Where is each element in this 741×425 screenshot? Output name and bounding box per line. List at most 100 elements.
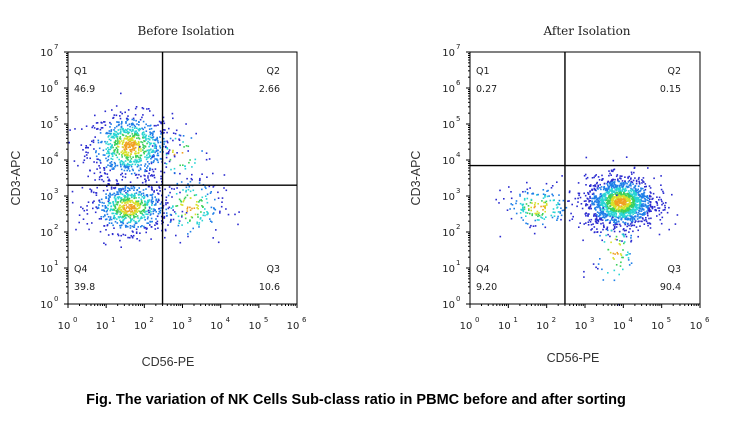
event-dot-after	[499, 189, 501, 192]
event-dot-before	[110, 157, 112, 160]
event-dot-before	[204, 195, 207, 197]
event-dot-after	[626, 208, 629, 211]
event-dot-after	[603, 198, 605, 201]
event-dot-before	[126, 193, 128, 195]
event-dot-before	[121, 150, 124, 152]
event-dot-before	[148, 128, 151, 130]
event-dot-after	[610, 241, 612, 244]
event-dot-before	[148, 156, 150, 158]
event-dot-after	[618, 192, 621, 194]
event-dot-after	[511, 204, 514, 206]
quadrant-value-q4-after: 9.20	[476, 282, 497, 293]
event-dot-after	[630, 171, 633, 174]
event-dot-before	[136, 142, 139, 145]
event-dot-before	[135, 150, 137, 153]
event-dot-after	[611, 195, 613, 198]
event-dot-after	[613, 202, 616, 204]
event-dot-before	[196, 222, 198, 225]
event-dot-after	[545, 200, 548, 203]
event-dot-before	[133, 224, 136, 226]
event-dot-after	[536, 194, 538, 196]
event-dot-after	[648, 217, 650, 220]
event-dot-after	[591, 197, 593, 200]
event-dot-before	[146, 167, 148, 169]
event-dot-before	[123, 198, 125, 200]
event-dot-before	[140, 175, 142, 178]
event-dot-after	[610, 218, 613, 221]
event-dot-before	[159, 151, 162, 153]
event-dot-after	[637, 188, 639, 191]
event-dot-after	[631, 211, 633, 214]
event-dot-before	[153, 147, 156, 149]
x-tick-label-after: 10	[460, 321, 473, 332]
event-dot-before	[83, 155, 86, 158]
event-dot-after	[647, 207, 649, 209]
event-dot-before	[150, 186, 153, 188]
event-dot-before	[132, 202, 135, 204]
event-dot-before	[148, 179, 150, 181]
event-dot-after	[498, 202, 500, 204]
event-dot-before	[146, 156, 148, 159]
event-dot-after	[625, 229, 627, 232]
event-dot-after	[552, 194, 554, 197]
event-dot-before	[144, 126, 146, 129]
event-dot-before	[126, 222, 129, 225]
event-dot-after	[609, 184, 611, 187]
event-dot-after	[624, 199, 626, 201]
event-dot-after	[628, 184, 631, 186]
y-axis-label-before: CD3-APC	[9, 151, 23, 206]
event-dot-before	[179, 172, 181, 175]
event-dot-after	[541, 217, 544, 219]
event-dot-after	[579, 196, 582, 199]
event-dot-before	[119, 213, 122, 216]
event-dot-after	[623, 200, 626, 202]
event-dot-before	[197, 213, 199, 216]
event-dot-after	[599, 187, 601, 189]
event-dot-after	[601, 179, 603, 181]
event-dot-after	[602, 228, 604, 231]
event-dot-before	[157, 198, 160, 201]
event-dot-before	[121, 154, 123, 156]
event-dot-before	[114, 133, 117, 136]
event-dot-after	[588, 219, 591, 221]
event-dot-before	[129, 181, 132, 183]
event-dot-before	[119, 117, 122, 120]
y-tick-label-before: 10	[40, 48, 53, 59]
event-dot-after	[603, 205, 606, 208]
event-dot-before	[144, 170, 146, 173]
event-dot-after	[648, 207, 650, 209]
event-dot-before	[139, 202, 142, 205]
event-dot-after	[629, 212, 632, 215]
event-dot-after	[609, 195, 611, 198]
event-dot-after	[607, 219, 609, 221]
event-dot-before	[173, 188, 175, 190]
event-dot-before	[113, 114, 116, 116]
event-dot-before	[107, 183, 109, 185]
event-dot-before	[131, 133, 134, 135]
event-dot-after	[633, 216, 636, 218]
event-dot-before	[138, 158, 140, 161]
event-dot-after	[644, 200, 647, 203]
event-dot-before	[118, 190, 120, 192]
event-dot-before	[124, 165, 126, 168]
event-dot-before	[125, 144, 128, 147]
event-dot-before	[129, 204, 132, 206]
event-dot-before	[82, 149, 84, 151]
event-dot-after	[635, 203, 637, 206]
event-dot-before	[179, 199, 182, 202]
event-dot-after	[591, 228, 593, 230]
event-dot-before	[102, 209, 105, 211]
event-dot-after	[577, 192, 580, 195]
y-tick-label-after: 10	[442, 264, 455, 275]
event-dot-after	[654, 208, 657, 211]
event-dot-before	[143, 197, 146, 199]
event-dot-before	[195, 194, 198, 196]
event-dot-before	[119, 204, 121, 207]
event-dot-before	[148, 153, 151, 155]
event-dot-after	[618, 303, 620, 306]
event-dot-before	[189, 197, 192, 199]
event-dot-before	[108, 135, 110, 137]
event-dot-before	[130, 187, 132, 189]
x-tick-exponent-after: 0	[475, 316, 479, 324]
event-dot-before	[156, 201, 159, 203]
